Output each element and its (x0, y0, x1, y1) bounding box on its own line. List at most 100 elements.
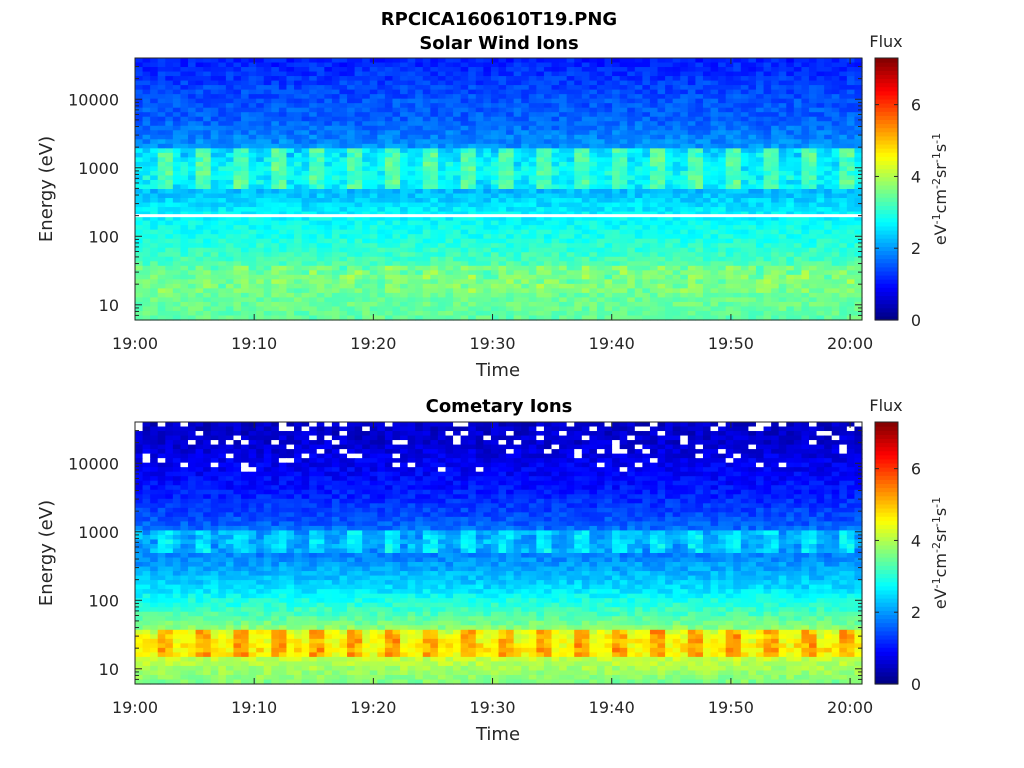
heatmap-cell (559, 202, 568, 208)
heatmap-cell (157, 238, 166, 244)
heatmap-cell (248, 220, 257, 226)
heatmap-cell (506, 94, 515, 100)
heatmap-cell (377, 279, 386, 285)
heatmap-cell (574, 76, 583, 82)
heatmap-cell (793, 121, 803, 127)
heatmap-cell (271, 76, 280, 82)
heatmap-cell (400, 130, 409, 136)
heatmap-cell (233, 76, 242, 82)
heatmap-cell (172, 252, 182, 258)
heatmap-cell (786, 274, 795, 280)
heatmap-cell (528, 67, 537, 73)
heatmap-cell (180, 76, 189, 82)
heatmap-cell (460, 202, 469, 208)
heatmap-cell (309, 85, 318, 91)
heatmap-cell (786, 229, 795, 235)
heatmap-cell (642, 193, 651, 199)
heatmap-cell (506, 58, 515, 64)
heatmap-cell (157, 170, 166, 177)
heatmap-cell (339, 94, 348, 100)
heatmap-cell (786, 265, 795, 271)
heatmap-cell (839, 270, 848, 276)
heatmap-cell (498, 112, 507, 118)
heatmap-cell (135, 207, 144, 213)
heatmap-cell (195, 270, 204, 276)
heatmap-cell (316, 107, 325, 113)
heatmap-cell (604, 67, 613, 73)
heatmap-cell (475, 148, 484, 154)
heatmap-cell (475, 112, 484, 118)
heatmap-cell (278, 85, 288, 91)
heatmap-cell (581, 216, 590, 222)
heatmap-cell (460, 225, 469, 231)
heatmap-cell (142, 220, 151, 226)
heatmap-cell (172, 152, 182, 158)
heatmap-cell (324, 76, 333, 82)
heatmap-cell (536, 193, 545, 199)
heatmap-cell (718, 234, 727, 240)
heatmap-cell (846, 148, 856, 154)
heatmap-cell (680, 130, 689, 136)
heatmap-cell (854, 98, 863, 104)
heatmap-cell (733, 166, 742, 172)
heatmap-cell (748, 220, 757, 226)
heatmap-cell (142, 184, 151, 190)
heatmap-cell (225, 247, 235, 253)
heatmap-cell (278, 243, 288, 249)
heatmap-cell (475, 166, 484, 172)
heatmap-cell (460, 220, 469, 226)
heatmap-cell (771, 125, 780, 131)
heatmap-cell (415, 139, 424, 145)
heatmap-cell (680, 279, 689, 285)
heatmap-cell (808, 193, 818, 199)
heatmap-cell (559, 270, 568, 276)
heatmap-cell (301, 207, 310, 213)
heatmap-cell (816, 80, 825, 86)
heatmap-cell (218, 179, 227, 186)
heatmap-cell (263, 179, 272, 186)
heatmap-cell (748, 112, 757, 118)
heatmap-cell (680, 189, 689, 195)
heatmap-cell (612, 125, 621, 131)
heatmap-cell (839, 170, 848, 177)
heatmap-cell (695, 189, 704, 195)
heatmap-cell (506, 252, 515, 258)
heatmap-cell (702, 265, 712, 271)
heatmap-cell (680, 121, 689, 127)
heatmap-cell (369, 166, 378, 172)
heatmap-cell (612, 274, 621, 280)
heatmap-cell (407, 94, 416, 100)
heatmap-cell (793, 288, 803, 294)
heatmap-cell (816, 161, 825, 168)
heatmap-cell (528, 243, 537, 249)
heatmap-cell (672, 121, 681, 127)
heatmap-cell (188, 202, 197, 208)
heatmap-cell (195, 134, 204, 140)
heatmap-cell (513, 225, 522, 231)
heatmap-cell (437, 202, 447, 208)
heatmap-cell (294, 265, 303, 271)
heatmap-cell (294, 80, 303, 86)
heatmap-cell (453, 216, 462, 222)
heatmap-cell (347, 189, 356, 195)
heatmap-cell (589, 256, 598, 262)
heatmap-cell (225, 170, 235, 177)
heatmap-cell (354, 85, 363, 91)
heatmap-cell (271, 161, 280, 168)
heatmap-cell (551, 98, 560, 104)
heatmap-cell (755, 184, 765, 190)
heatmap-cell (771, 238, 780, 244)
heatmap-cell (188, 157, 197, 163)
heatmap-cell (725, 148, 734, 154)
heatmap-cell (619, 107, 628, 113)
heatmap-cell (771, 229, 780, 235)
heatmap-cell (430, 148, 439, 154)
heatmap-cell (180, 89, 189, 95)
heatmap-cell (702, 247, 712, 253)
heatmap-cell (354, 94, 363, 100)
heatmap-cell (755, 238, 765, 244)
heatmap-cell (241, 189, 250, 195)
heatmap-cell (771, 279, 780, 285)
heatmap-cell (740, 243, 749, 249)
heatmap-cell (604, 207, 613, 213)
